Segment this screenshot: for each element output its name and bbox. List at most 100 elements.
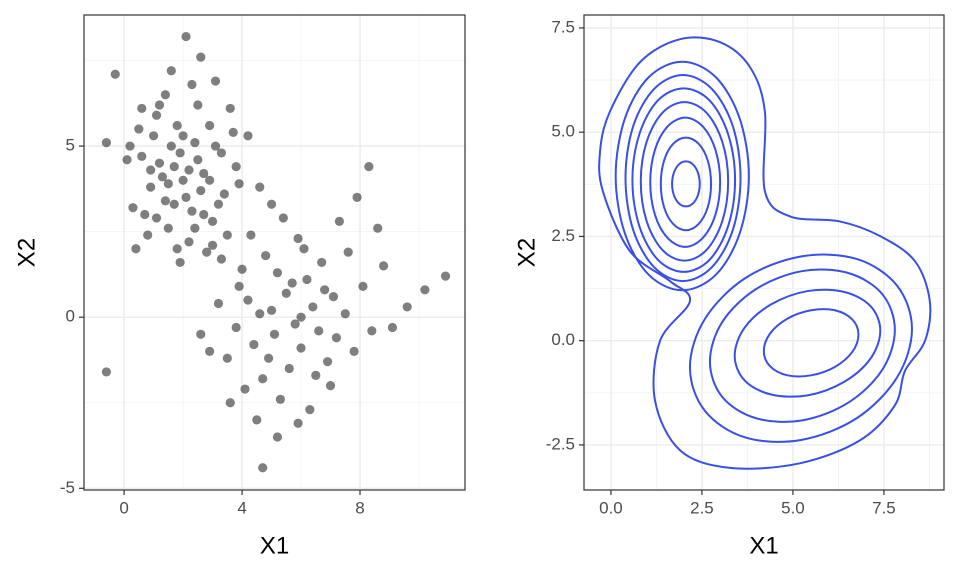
y-tick-label: 5: [66, 136, 75, 155]
point: [222, 230, 232, 240]
point: [178, 131, 188, 141]
point: [249, 339, 259, 350]
point: [207, 216, 218, 226]
point: [169, 162, 179, 172]
point: [302, 274, 312, 285]
point: [196, 52, 206, 62]
contour-line: [708, 268, 896, 423]
y-tick-label: 5.0: [551, 122, 575, 141]
point: [190, 223, 200, 233]
point: [184, 237, 194, 247]
point: [258, 463, 268, 473]
y-tick-label: 0.0: [551, 330, 575, 349]
point: [146, 165, 156, 175]
point: [228, 127, 238, 137]
contour-line: [671, 160, 701, 208]
point: [379, 261, 389, 271]
point: [243, 295, 253, 305]
x-tick-label: 5.0: [781, 498, 805, 517]
point: [287, 278, 297, 288]
point: [278, 213, 288, 223]
point: [272, 432, 283, 442]
point: [151, 213, 162, 223]
point: [160, 90, 170, 100]
point: [281, 288, 291, 298]
point: [207, 240, 218, 250]
point: [261, 250, 271, 261]
point: [243, 131, 253, 141]
point: [178, 175, 188, 185]
point: [373, 223, 383, 233]
point: [352, 192, 362, 203]
point: [137, 103, 147, 114]
point: [266, 305, 277, 315]
x-tick-label: 8: [355, 498, 364, 517]
point: [210, 76, 221, 86]
x-tick-label: 2.5: [690, 498, 714, 517]
point: [205, 175, 215, 185]
point: [172, 244, 182, 254]
point: [234, 179, 244, 189]
point: [331, 333, 342, 343]
point: [420, 285, 430, 295]
point: [322, 357, 333, 367]
point: [148, 131, 159, 141]
point: [210, 141, 221, 151]
point: [157, 172, 168, 182]
point: [299, 244, 309, 254]
point: [402, 302, 412, 312]
point: [199, 168, 209, 179]
point: [169, 199, 179, 209]
point: [131, 244, 141, 254]
point: [213, 199, 224, 209]
contour-line: [688, 253, 913, 443]
point: [252, 415, 262, 425]
point: [264, 353, 274, 363]
point: [137, 151, 147, 161]
point: [219, 189, 229, 199]
point: [320, 285, 330, 295]
point: [193, 155, 203, 165]
contour-line: [762, 308, 860, 378]
contour-line: [598, 36, 932, 470]
point: [296, 312, 306, 322]
point: [101, 367, 112, 377]
x-axis-title: X1: [749, 532, 778, 559]
point: [317, 257, 327, 268]
point: [193, 100, 203, 110]
point: [293, 233, 303, 244]
point: [293, 418, 303, 428]
x-tick-label: 0: [119, 498, 128, 517]
contour-line: [639, 101, 730, 262]
point: [166, 66, 176, 76]
point: [222, 353, 232, 363]
plot-background: [584, 15, 944, 490]
point: [128, 203, 138, 213]
point: [340, 309, 350, 319]
point: [237, 264, 247, 274]
point: [364, 162, 374, 172]
x-tick-label: 4: [237, 498, 246, 517]
point: [172, 120, 182, 131]
point: [199, 209, 209, 220]
point: [255, 182, 265, 192]
point: [255, 309, 265, 319]
contour-line: [624, 74, 742, 283]
contour-line: [733, 288, 882, 398]
point: [234, 281, 244, 291]
point: [225, 103, 235, 114]
point: [196, 185, 206, 196]
point: [163, 223, 173, 233]
point: [272, 268, 283, 278]
y-tick-label: 2.5: [551, 226, 575, 245]
point: [311, 370, 321, 380]
point: [110, 69, 120, 79]
point: [231, 162, 241, 172]
contour-line: [614, 60, 750, 292]
point: [367, 326, 377, 336]
point: [151, 110, 162, 120]
y-tick-label: -5: [60, 478, 75, 497]
point: [284, 363, 294, 374]
point: [181, 192, 191, 203]
point: [154, 158, 165, 168]
